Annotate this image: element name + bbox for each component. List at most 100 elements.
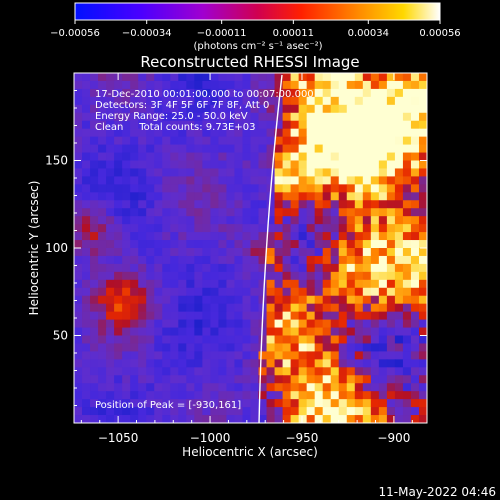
heatmap-cell [306, 192, 316, 201]
heatmap-cell [322, 335, 332, 344]
heatmap-cell [394, 343, 404, 352]
heatmap-cell [410, 255, 420, 265]
heatmap-cell [258, 216, 268, 225]
heatmap-cell [210, 255, 219, 265]
heatmap-cell [98, 248, 107, 257]
heatmap-cell [82, 216, 91, 225]
heatmap-cell [250, 112, 260, 122]
heatmap-cell [266, 343, 276, 352]
heatmap-cell [394, 224, 404, 233]
heatmap-cell [242, 407, 251, 416]
heatmap-cell [258, 192, 268, 201]
heatmap-cell [178, 168, 187, 177]
heatmap-cell [322, 168, 332, 177]
heatmap-cell [234, 128, 243, 138]
heatmap-cell [290, 208, 300, 217]
heatmap-cell [274, 136, 284, 146]
heatmap-cell [354, 407, 364, 416]
heatmap-cells [74, 73, 427, 423]
heatmap-cell [322, 136, 332, 146]
heatmap-cell [402, 120, 412, 130]
heatmap-cell [306, 335, 316, 344]
heatmap-cell [170, 73, 179, 82]
heatmap-cell [330, 240, 340, 249]
heatmap-cell [298, 176, 308, 185]
heatmap-cell [98, 279, 107, 289]
heatmap-cell [210, 271, 219, 281]
heatmap-cell [130, 279, 139, 289]
heatmap-cell [138, 208, 147, 217]
heatmap-cell [130, 152, 139, 161]
heatmap-cell [402, 112, 412, 122]
heatmap-cell [282, 184, 292, 193]
heatmap-cell [410, 327, 420, 336]
heatmap-cell [306, 415, 316, 423]
heatmap-cell [338, 279, 348, 289]
heatmap-cell [82, 391, 91, 400]
heatmap-cell [138, 224, 147, 233]
heatmap-cell [90, 240, 99, 249]
heatmap-cell [338, 120, 348, 130]
heatmap-cell [90, 192, 99, 201]
heatmap-cell [330, 144, 340, 154]
heatmap-cell [106, 112, 115, 122]
heatmap-cell [250, 144, 260, 154]
heatmap-cell [314, 192, 324, 201]
heatmap-cell [90, 311, 99, 321]
heatmap-cell [298, 104, 308, 114]
heatmap-cell [378, 232, 388, 241]
heatmap-cell [322, 303, 332, 313]
heatmap-cell [202, 287, 211, 297]
heatmap-cell [130, 73, 139, 82]
chart-title: Reconstructed RHESSI Image [140, 53, 359, 71]
heatmap-cell [338, 152, 348, 161]
heatmap-cell [90, 176, 99, 185]
heatmap-cell [122, 335, 131, 344]
heatmap-cell [274, 192, 284, 201]
heatmap-cell [362, 399, 372, 408]
heatmap-cell [266, 399, 276, 408]
heatmap-cell [378, 120, 388, 130]
heatmap-cell [250, 383, 260, 392]
heatmap-cell [74, 335, 83, 344]
heatmap-cell [298, 303, 308, 313]
heatmap-cell [122, 415, 131, 423]
heatmap-cell [154, 255, 163, 265]
heatmap-cell [386, 407, 396, 416]
heatmap-cell [162, 335, 171, 344]
heatmap-cell [362, 303, 372, 313]
heatmap-cell [394, 375, 404, 384]
heatmap-cell [226, 311, 235, 321]
heatmap-cell [306, 248, 316, 257]
heatmap-cell [114, 271, 123, 281]
heatmap-cell [354, 184, 364, 193]
heatmap-cell [154, 128, 163, 138]
heatmap-cell [114, 383, 123, 392]
heatmap-cell [218, 287, 227, 297]
heatmap-cell [298, 359, 308, 368]
heatmap-cell [298, 311, 308, 321]
heatmap-cell [354, 200, 364, 209]
heatmap-cell [346, 367, 356, 376]
heatmap-cell [410, 144, 420, 154]
heatmap-cell [202, 232, 211, 241]
heatmap-cell [82, 136, 91, 146]
heatmap-cell [90, 255, 99, 265]
heatmap-cell [242, 391, 251, 400]
heatmap-cell [330, 200, 340, 209]
heatmap-cell [314, 160, 324, 169]
y-tick-label: 150 [45, 154, 68, 168]
heatmap-cell [258, 271, 268, 281]
heatmap-cell [242, 88, 251, 98]
heatmap-cell [290, 112, 300, 122]
heatmap-cell [162, 248, 171, 257]
heatmap-cell [82, 160, 91, 169]
heatmap-cell [330, 343, 340, 352]
heatmap-cell [154, 168, 163, 177]
heatmap-cell [162, 295, 171, 305]
heatmap-cell [194, 359, 203, 368]
heatmap-cell [186, 343, 195, 352]
heatmap-cell [418, 399, 427, 408]
y-tick-label: 50 [53, 329, 68, 343]
heatmap-cell [130, 271, 139, 281]
